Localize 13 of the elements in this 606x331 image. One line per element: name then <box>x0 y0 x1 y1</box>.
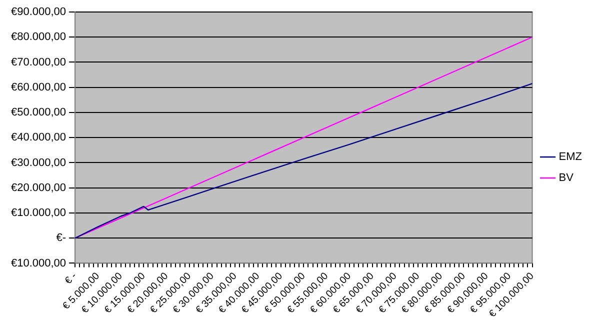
legend-label: EMZ <box>558 151 582 164</box>
y-tick-label: €20.000,00 <box>10 182 66 194</box>
y-tick-label: €- <box>56 232 66 244</box>
y-tick-label: €50.000,00 <box>10 106 66 119</box>
y-tick-label: €60.000,00 <box>10 81 66 94</box>
legend-label: BV <box>558 172 574 184</box>
y-tick-label: €10.000,00 <box>10 207 66 220</box>
y-tick-label: €80.000,00 <box>10 31 66 44</box>
y-tick-label: €30.000,00 <box>10 156 66 169</box>
y-tick-label: €70.000,00 <box>10 56 66 68</box>
y-tick-label: €90.000,00 <box>10 6 66 18</box>
y-tick-label: €40.000,00 <box>10 132 66 144</box>
y-tick-label: €10.000,00 <box>10 257 66 270</box>
